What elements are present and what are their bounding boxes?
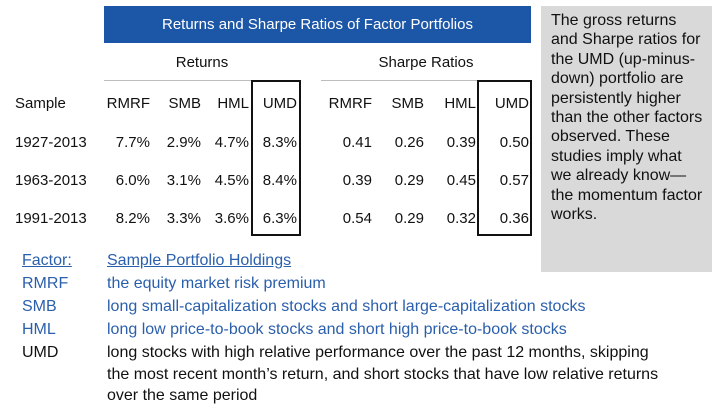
sharpe-value-umd: 0.57 [499, 172, 529, 189]
return-value: 7.7% [115, 134, 150, 151]
table-title-banner: Returns and Sharpe Ratios of Factor Port… [104, 6, 531, 43]
return-value-umd: 8.3% [262, 134, 297, 151]
return-value: 6.0% [115, 172, 150, 189]
sharpe-value: 0.26 [394, 134, 424, 151]
legend-factor-umd: UMD [22, 344, 59, 361]
table-title: Returns and Sharpe Ratios of Factor Port… [162, 16, 473, 33]
sharpe-value: 0.39 [446, 134, 476, 151]
return-value: 3.3% [166, 210, 201, 227]
sharpe-value: 0.32 [446, 210, 476, 227]
returns-divider [104, 80, 252, 81]
commentary-callout: The gross returns and Sharpe ratios for … [541, 6, 712, 272]
sharpe-value: 0.45 [446, 172, 476, 189]
sharpe-value: 0.39 [342, 172, 372, 189]
table-row-sample: 1963-2013 [15, 172, 87, 189]
sharpe-col-hml: HML [444, 95, 476, 112]
sharpe-value-umd: 0.36 [499, 210, 529, 227]
umd-sharpe-highlight-box [477, 80, 532, 236]
legend-description-rmrf: the equity market risk premium [107, 275, 326, 292]
sharpe-col-umd: UMD [494, 95, 529, 112]
sharpe-value: 0.29 [394, 210, 424, 227]
sharpe-divider [321, 80, 478, 81]
umd-returns-highlight-box [251, 80, 301, 236]
sharpe-col-rmrf: RMRF [328, 95, 372, 112]
returns-col-umd: UMD [262, 95, 297, 112]
return-value: 3.1% [166, 172, 201, 189]
table-row-sample: 1991-2013 [15, 210, 87, 227]
legend-description-umd: long stocks with high relative performan… [107, 344, 659, 404]
return-value-umd: 8.4% [262, 172, 297, 189]
return-value: 2.9% [166, 134, 201, 151]
table-row-sample: 1927-2013 [15, 134, 87, 151]
legend-holdings-header: Sample Portfolio Holdings [107, 252, 292, 269]
return-value: 4.5% [214, 172, 249, 189]
sample-column-header: Sample [15, 95, 66, 112]
sharpe-group-title: Sharpe Ratios [378, 54, 474, 71]
sharpe-value: 0.41 [342, 134, 372, 151]
return-value: 4.7% [214, 134, 249, 151]
return-value: 8.2% [115, 210, 150, 227]
return-value-umd: 6.3% [262, 210, 297, 227]
sharpe-value: 0.54 [342, 210, 372, 227]
sharpe-col-smb: SMB [391, 95, 424, 112]
returns-col-hml: HML [217, 95, 249, 112]
legend-factor-rmrf: RMRF [22, 275, 69, 292]
legend-factor-header: Factor: [22, 252, 72, 269]
legend-description-hml: long low price-to-book stocks and short … [107, 321, 567, 338]
legend-factor-hml: HML [22, 321, 56, 338]
commentary-text: The gross returns and Sharpe ratios for … [551, 12, 703, 224]
sharpe-value: 0.29 [394, 172, 424, 189]
return-value: 3.6% [214, 210, 249, 227]
legend-description-smb: long small-capitalization stocks and sho… [107, 298, 586, 315]
returns-group-title: Returns [175, 54, 229, 71]
sharpe-value-umd: 0.50 [499, 134, 529, 151]
legend-factor-smb: SMB [22, 298, 57, 315]
returns-col-rmrf: RMRF [106, 95, 150, 112]
returns-col-smb: SMB [168, 95, 201, 112]
